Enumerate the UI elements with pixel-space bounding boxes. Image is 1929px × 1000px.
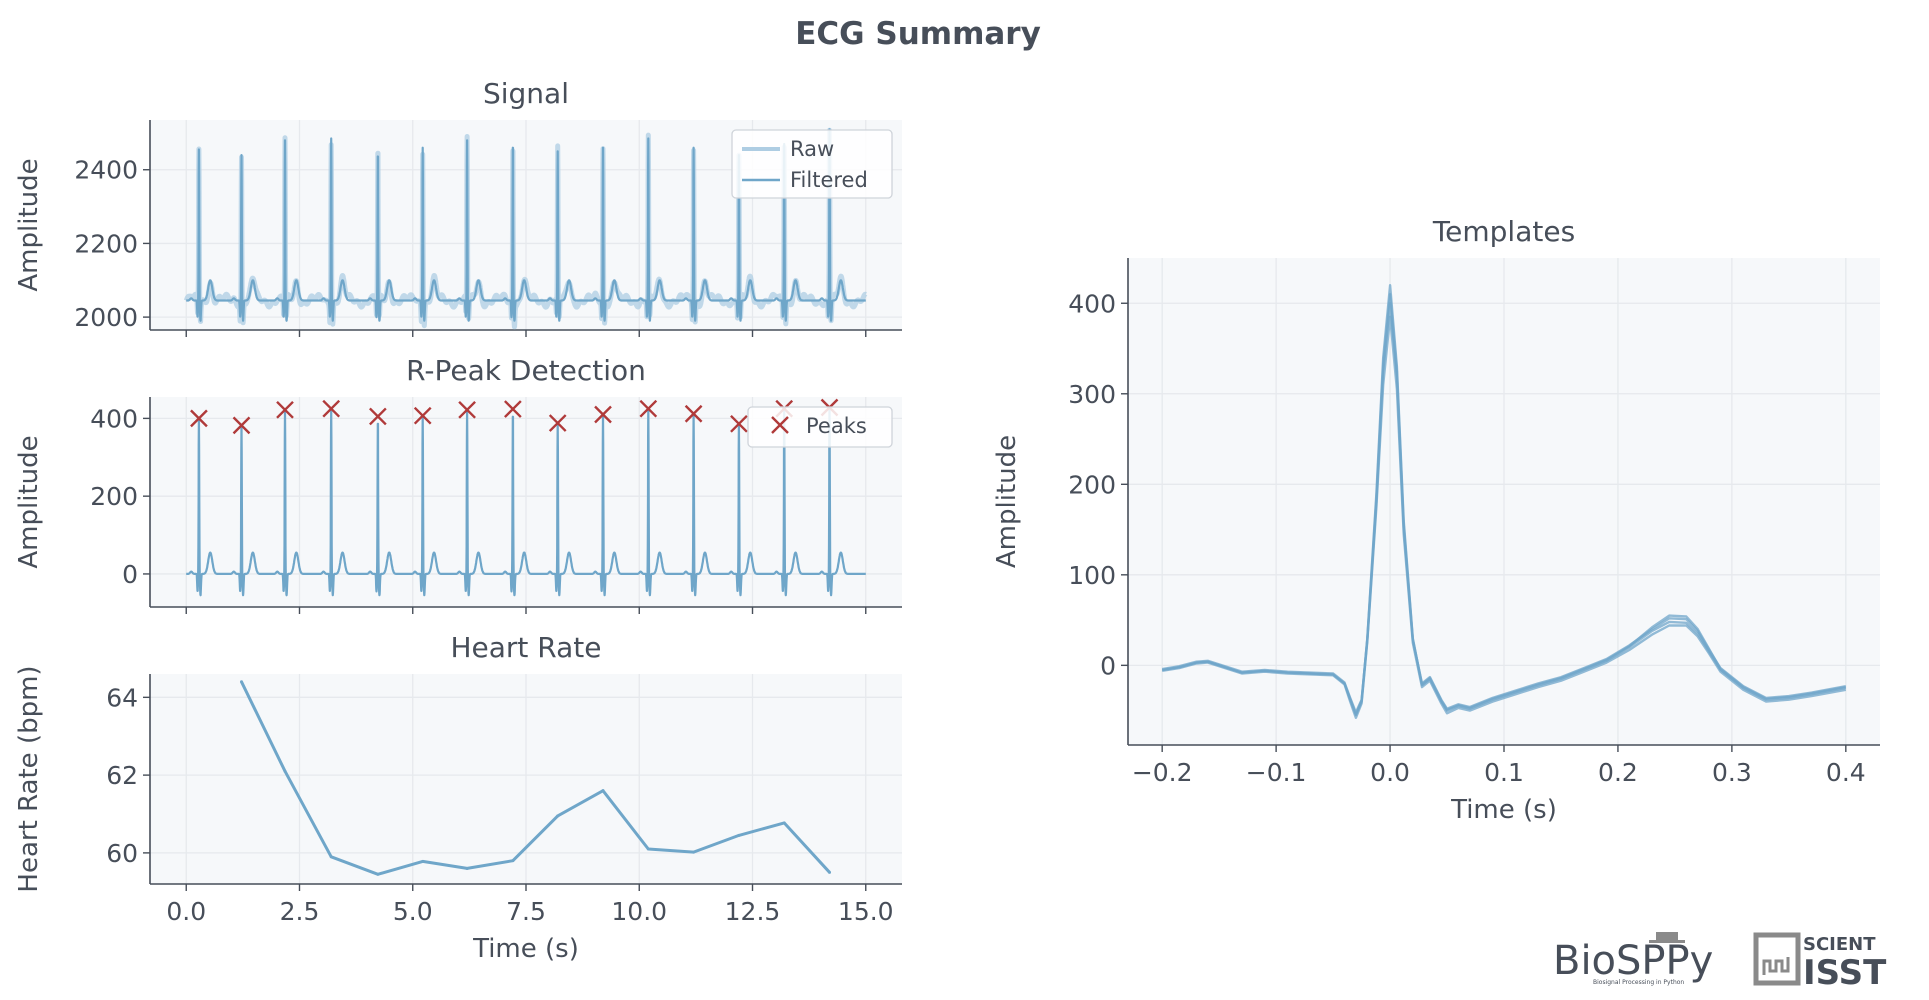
chart-title: R-Peak Detection [406,354,646,387]
legend: Peaks [747,406,893,448]
x-tick-label: 0.2 [1598,758,1638,787]
filtered-signal-line [185,128,867,322]
y-tick-label: 400 [90,404,138,433]
peak-marker [548,414,567,432]
y-tick-label: 2400 [74,156,138,185]
y-tick-label: 0 [122,560,138,589]
peak-marker [594,405,612,424]
peak-marker [730,414,748,433]
y-tick-label: 64 [106,683,138,712]
legend: Raw Filtered [731,129,893,199]
y-axis-label: Amplitude [992,435,1022,568]
y-axis-label: Amplitude [14,435,44,568]
heart-rate-point [240,680,244,684]
heart-rate-point [283,769,287,773]
y-tick-label: 2200 [74,229,138,258]
heart-rate-point [601,789,605,793]
scientisst-logo-text-top: SCIENT [1803,934,1876,955]
signal-chart: 2000 2200 2400 Signal Amplitude Raw Filtered [14,77,902,337]
biosppy-logo-text: BioSPPy [1553,938,1713,984]
y-tick-label: 200 [1068,470,1116,499]
filtered-signal-line [185,406,867,597]
heart-rate-point [465,866,469,870]
x-tick-label: 0.3 [1712,758,1752,787]
biosppy-logo-hat-icon [1656,932,1678,940]
y-tick-label: 0 [1100,651,1116,680]
chart-title: Heart Rate [450,631,601,664]
x-axis-label: Time (s) [472,934,579,964]
grid [150,674,902,884]
x-tick-label: 0.0 [166,897,206,926]
heart-rate-point [646,847,650,851]
peak-marker [639,399,658,418]
peak-marker [322,399,341,418]
y-tick-label: 60 [106,839,138,868]
figure-title: ECG Summary [795,16,1041,52]
heart-rate-point [737,833,741,837]
peak-marker [232,416,251,435]
x-tick-label: 5.0 [393,897,433,926]
heart-rate-line [240,681,831,876]
biosppy-logo: BioSPPy Biosignal Processing in Python [1553,932,1713,986]
y-tick-label: 400 [1068,289,1116,318]
x-tick-label: 0.4 [1826,758,1866,787]
peak-marker [276,400,294,419]
heart-rate-point [828,870,832,874]
x-tick-label: 0.1 [1484,758,1524,787]
peak-marker [190,409,208,428]
peak-marker [684,404,703,423]
y-axis-label: Heart Rate (bpm) [14,665,44,892]
y-tick-label: 100 [1068,561,1116,590]
heart-rate-point [556,814,560,818]
heart-rate-point [782,821,786,825]
x-tick-label: −0.1 [1246,758,1307,787]
peak-marker [458,400,476,419]
biosppy-logo-subtitle: Biosignal Processing in Python [1593,979,1684,986]
heart-rate-point [421,859,425,863]
x-tick-label: 0.0 [1370,758,1410,787]
scientisst-logo: SCIENT ISST [1753,932,1887,993]
x-tick-label: 12.5 [725,897,781,926]
templates-chart: 0 100 200 300 400 −0.2 −0.1 0.0 0.1 0.2 0.3 0.4 Temp… [992,215,1880,825]
grid [1128,258,1880,745]
legend-entry: Peaks [806,414,867,438]
x-tick-label: 15.0 [838,897,894,926]
scientisst-logo-chip-icon [1753,932,1801,986]
x-tick-label: 10.0 [611,897,667,926]
legend-entry: Filtered [790,168,868,192]
y-axis-label: Amplitude [14,158,44,291]
peak-marker [413,406,432,425]
peak-marker [369,407,387,426]
x-tick-label: 2.5 [280,897,320,926]
x-axis-label: Time (s) [1450,795,1557,825]
y-tick-label: 200 [90,482,138,511]
y-tick-label: 300 [1068,380,1116,409]
scientisst-logo-text-bottom: ISST [1803,953,1887,993]
peak-marker [504,400,522,418]
heart-rate-point [376,872,380,876]
r-peak-detection-chart: 0 200 400 R-Peak Detection Amplitude Peaks [14,354,902,614]
chart-title: Templates [1432,215,1575,248]
template-line [1162,293,1847,716]
legend-entry: Raw [790,137,834,161]
x-tick-label: 7.5 [506,897,546,926]
heart-rate-point [511,859,515,863]
legend-swatch-peaks [771,416,789,434]
heart-rate-chart: 60 62 64 0.0 2.5 5.0 7.5 10.0 12.5 15.0 Heart Rate… [14,631,902,964]
y-tick-label: 2000 [74,303,138,332]
y-tick-label: 62 [106,761,138,790]
heart-rate-point [329,855,333,859]
x-tick-label: −0.2 [1132,758,1193,787]
legend-box [747,406,893,448]
chart-title: Signal [483,77,569,110]
heart-rate-point [692,850,696,854]
